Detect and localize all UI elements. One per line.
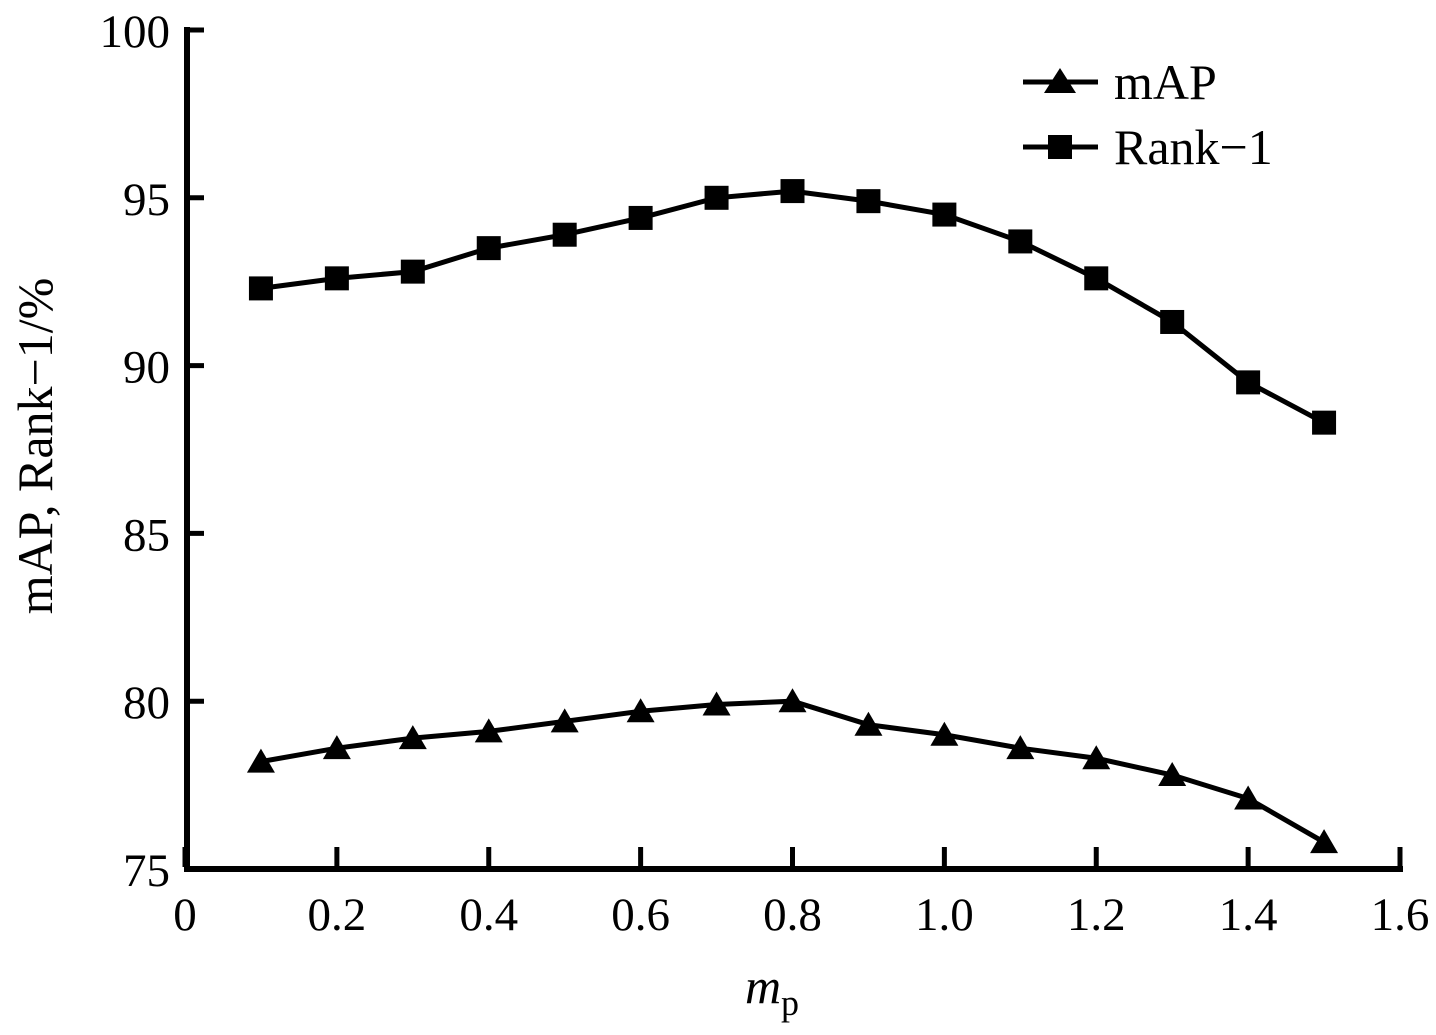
data-point-square [1236,370,1261,395]
data-point-triangle [778,688,807,713]
data-point-triangle [246,748,275,773]
data-point-square [1312,410,1337,435]
series-layer [246,179,1339,854]
x-axis-title: mp [745,958,799,1023]
data-point-square [1160,309,1185,334]
data-point-triangle [1234,785,1263,810]
y-axis-title: mAP, Rank−1/% [7,278,63,615]
data-point-triangle [1082,745,1111,770]
data-point-square [400,259,425,284]
data-point-square [704,185,729,210]
data-point-triangle [474,718,503,743]
x-tick-label: 1.0 [915,889,974,941]
y-tick-label: 75 [123,845,170,897]
x-tick-label: 0.2 [308,889,367,941]
triangle-marker-icon [1044,68,1076,93]
data-point-triangle [1158,762,1187,787]
x-tick-label: 1.6 [1371,889,1430,941]
y-axis-ticks: 75 80 85 90 95 100 [100,6,204,897]
data-point-square [476,236,501,261]
data-point-square [628,205,653,230]
y-tick-label: 85 [123,509,170,561]
y-tick-label: 90 [123,342,170,394]
data-point-square [324,266,349,291]
x-axis-title-subscript: p [781,983,799,1023]
data-point-triangle [1006,735,1035,760]
data-point-triangle [1310,829,1339,854]
x-tick-label: 0.4 [459,889,518,941]
square-marker-icon [1048,135,1072,159]
x-axis-title-main: m [745,958,781,1014]
x-tick-label: 0.8 [763,889,822,941]
data-point-triangle [626,698,655,723]
legend-label-map: mAP [1114,54,1217,110]
legend-item-map: mAP [1023,54,1217,110]
x-tick-label: 0.6 [611,889,670,941]
data-point-triangle [398,725,427,750]
data-point-square [780,179,805,204]
data-point-triangle [550,708,579,733]
y-tick-label: 80 [123,677,170,729]
y-tick-label: 95 [123,174,170,226]
data-point-square [1084,266,1109,291]
series-line-rank1 [260,188,1326,425]
data-point-triangle [322,735,351,760]
data-point-triangle [930,721,959,746]
series-line-map [260,698,1326,845]
data-point-square [932,202,957,227]
data-point-square [856,189,881,214]
x-tick-label: 1.4 [1219,889,1278,941]
x-tick-label: 0 [173,889,197,941]
x-tick-label: 1.2 [1067,889,1126,941]
data-point-square [248,276,273,301]
data-point-triangle [854,711,883,736]
data-point-square [1008,229,1033,254]
legend: mAP Rank−1 [1023,54,1273,175]
y-tick-label: 100 [100,6,171,58]
x-axis-ticks: 0 0.2 0.4 0.6 0.8 1.0 1.2 1.4 1.6 [173,847,1429,941]
legend-label-rank1: Rank−1 [1114,119,1273,175]
data-point-square [552,222,577,247]
legend-item-rank1: Rank−1 [1023,119,1273,175]
data-point-triangle [702,691,731,716]
